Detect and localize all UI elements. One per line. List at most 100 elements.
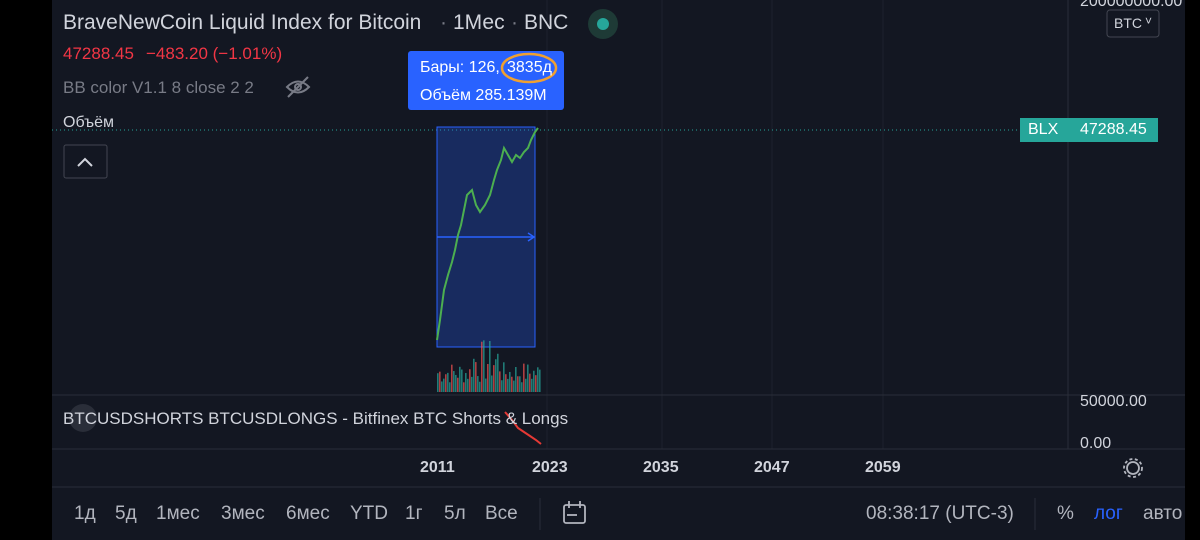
percent-toggle[interactable]: % xyxy=(1057,503,1074,524)
volume-bar xyxy=(437,373,439,392)
collapse-button[interactable] xyxy=(63,144,108,179)
volume-bar xyxy=(509,371,511,392)
volume-bar xyxy=(531,378,533,392)
range-button[interactable]: 3мес xyxy=(221,503,265,524)
volume-bar xyxy=(473,358,475,392)
range-button[interactable]: 6мес xyxy=(286,503,330,524)
volume-bar xyxy=(453,371,455,392)
volume-bar xyxy=(445,374,447,392)
bb-indicator: BB color V1.1 8 close 2 2 xyxy=(63,78,254,97)
volume-bar xyxy=(461,369,463,392)
clock[interactable]: 08:38:17 (UTC-3) xyxy=(866,503,1014,524)
volume-bar xyxy=(533,370,535,392)
highlight-circle xyxy=(500,52,558,84)
range-button[interactable]: YTD xyxy=(350,503,388,524)
volume-bar xyxy=(443,378,445,392)
last-price: 47288.45 xyxy=(63,44,134,63)
volume-bar xyxy=(469,369,471,392)
status-dot xyxy=(597,18,609,30)
volume-bar xyxy=(481,341,483,392)
volume-bar xyxy=(459,366,461,392)
goto-date-icon[interactable] xyxy=(563,501,586,524)
volume-bar xyxy=(489,340,491,392)
range-arrow-head xyxy=(527,232,536,242)
separator-dot: · xyxy=(440,11,447,34)
symbol-title: BraveNewCoin Liquid Index for Bitcoin xyxy=(63,11,422,34)
volume-bar xyxy=(523,363,525,392)
range-button[interactable]: 5д xyxy=(115,503,137,524)
volume-bar xyxy=(535,375,537,392)
exchange: BNC xyxy=(524,11,569,34)
volume-bar xyxy=(527,364,529,392)
volume-bar xyxy=(513,380,515,392)
separator-dot: · xyxy=(511,11,518,34)
range-button[interactable]: 1д xyxy=(74,503,96,524)
hide-icon[interactable] xyxy=(285,76,311,98)
volume-bar xyxy=(449,382,451,392)
tooltip-bars: Бары: 126, xyxy=(420,59,500,76)
time-label: 2059 xyxy=(865,459,901,476)
settings-icon[interactable] xyxy=(1123,458,1143,478)
volume-bar xyxy=(539,369,541,392)
volume-bar xyxy=(471,376,473,392)
tooltip-volume: Объём 285.139M xyxy=(420,87,547,104)
volume-bar xyxy=(499,371,501,392)
volume-bar xyxy=(441,381,443,392)
lower-axis-bottom: 0.00 xyxy=(1080,435,1112,452)
volume-bar xyxy=(487,364,489,392)
volume-bar xyxy=(497,353,499,392)
range-button[interactable]: 5л xyxy=(444,503,466,524)
volume-bar xyxy=(493,365,495,392)
volume-bar xyxy=(525,378,527,392)
auto-toggle[interactable]: авто xyxy=(1143,503,1183,524)
range-button[interactable]: 1мес xyxy=(156,503,200,524)
volume-bar xyxy=(503,362,505,392)
volume-bar xyxy=(477,376,479,392)
volume-bar xyxy=(463,382,465,392)
price-badge-text: 47288.45 xyxy=(1080,121,1147,138)
tooltip-days: 3835д xyxy=(507,59,552,76)
lower-pane-title: BTCUSDSHORTS BTCUSDLONGS - Bitfinex BTC … xyxy=(63,409,569,428)
lower-axis-top: 50000.00 xyxy=(1080,393,1147,410)
time-label: 2023 xyxy=(532,459,568,476)
price-badge xyxy=(1068,118,1158,142)
time-label: 2047 xyxy=(754,459,790,476)
tv-logo xyxy=(69,404,97,432)
time-label: 2035 xyxy=(643,459,679,476)
volume-bar xyxy=(501,380,503,392)
volume-bar xyxy=(451,364,453,392)
log-toggle[interactable]: лог xyxy=(1094,503,1123,524)
volume-bar xyxy=(467,378,469,392)
volume-bar xyxy=(491,375,493,392)
volume-bars xyxy=(437,340,541,392)
volume-bar xyxy=(517,376,519,392)
interval[interactable]: 1Мес xyxy=(453,11,505,34)
volume-bar xyxy=(483,340,485,392)
volume-bar xyxy=(505,374,507,392)
currency-button[interactable] xyxy=(1106,9,1160,38)
volume-indicator: Объём xyxy=(63,114,114,131)
volume-bar xyxy=(465,373,467,392)
volume-bar xyxy=(447,372,449,392)
symbol-badge-text: BLX xyxy=(1028,121,1059,138)
volume-bar xyxy=(495,359,497,392)
currency[interactable]: BTC xyxy=(1114,15,1142,31)
chart-area xyxy=(52,0,1185,540)
volume-bar xyxy=(529,373,531,392)
currency-caret: ˅ xyxy=(1145,14,1153,28)
range-button[interactable]: 1г xyxy=(405,503,423,524)
range-button[interactable]: Все xyxy=(485,503,518,524)
volume-bar xyxy=(511,376,513,392)
volume-bar xyxy=(519,376,521,392)
measure-tooltip xyxy=(408,51,564,110)
price-axis-top: 200000000.00 xyxy=(1080,0,1183,10)
volume-bar xyxy=(457,377,459,392)
grid xyxy=(546,0,884,449)
time-label: 2011 xyxy=(420,459,455,476)
volume-bar xyxy=(537,367,539,392)
volume-bar xyxy=(485,378,487,392)
chevron-up xyxy=(77,157,93,167)
shorts-line xyxy=(504,411,542,445)
